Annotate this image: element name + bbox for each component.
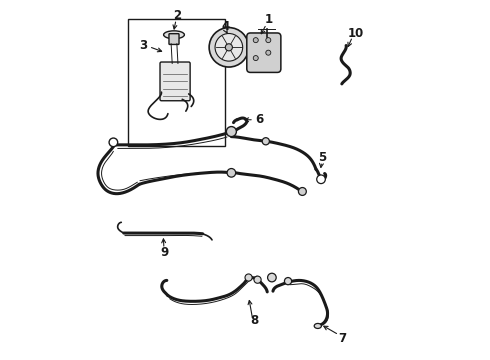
Text: 5: 5 (318, 151, 326, 164)
Circle shape (298, 188, 306, 195)
Circle shape (317, 175, 325, 184)
Circle shape (285, 278, 292, 285)
Text: 6: 6 (255, 113, 264, 126)
Text: 8: 8 (250, 314, 258, 327)
Text: 3: 3 (139, 39, 147, 52)
Text: 2: 2 (173, 9, 181, 22)
Text: 9: 9 (160, 246, 169, 259)
FancyBboxPatch shape (169, 34, 179, 44)
Circle shape (245, 274, 252, 281)
Circle shape (254, 276, 261, 283)
Text: 7: 7 (338, 332, 346, 345)
Circle shape (262, 138, 270, 145)
Circle shape (215, 33, 243, 61)
Circle shape (226, 127, 236, 136)
Ellipse shape (314, 323, 321, 328)
Text: 1: 1 (264, 13, 272, 26)
Circle shape (227, 168, 236, 177)
Circle shape (253, 38, 258, 42)
Ellipse shape (164, 31, 184, 39)
Text: 4: 4 (221, 20, 229, 33)
FancyBboxPatch shape (247, 33, 281, 72)
Circle shape (253, 55, 258, 60)
Circle shape (225, 44, 232, 51)
Circle shape (266, 50, 271, 55)
FancyBboxPatch shape (160, 62, 190, 101)
Circle shape (209, 28, 248, 67)
Bar (128, 19, 225, 146)
Text: 10: 10 (348, 27, 364, 40)
Circle shape (268, 273, 276, 282)
Circle shape (266, 38, 271, 42)
Circle shape (109, 138, 118, 147)
